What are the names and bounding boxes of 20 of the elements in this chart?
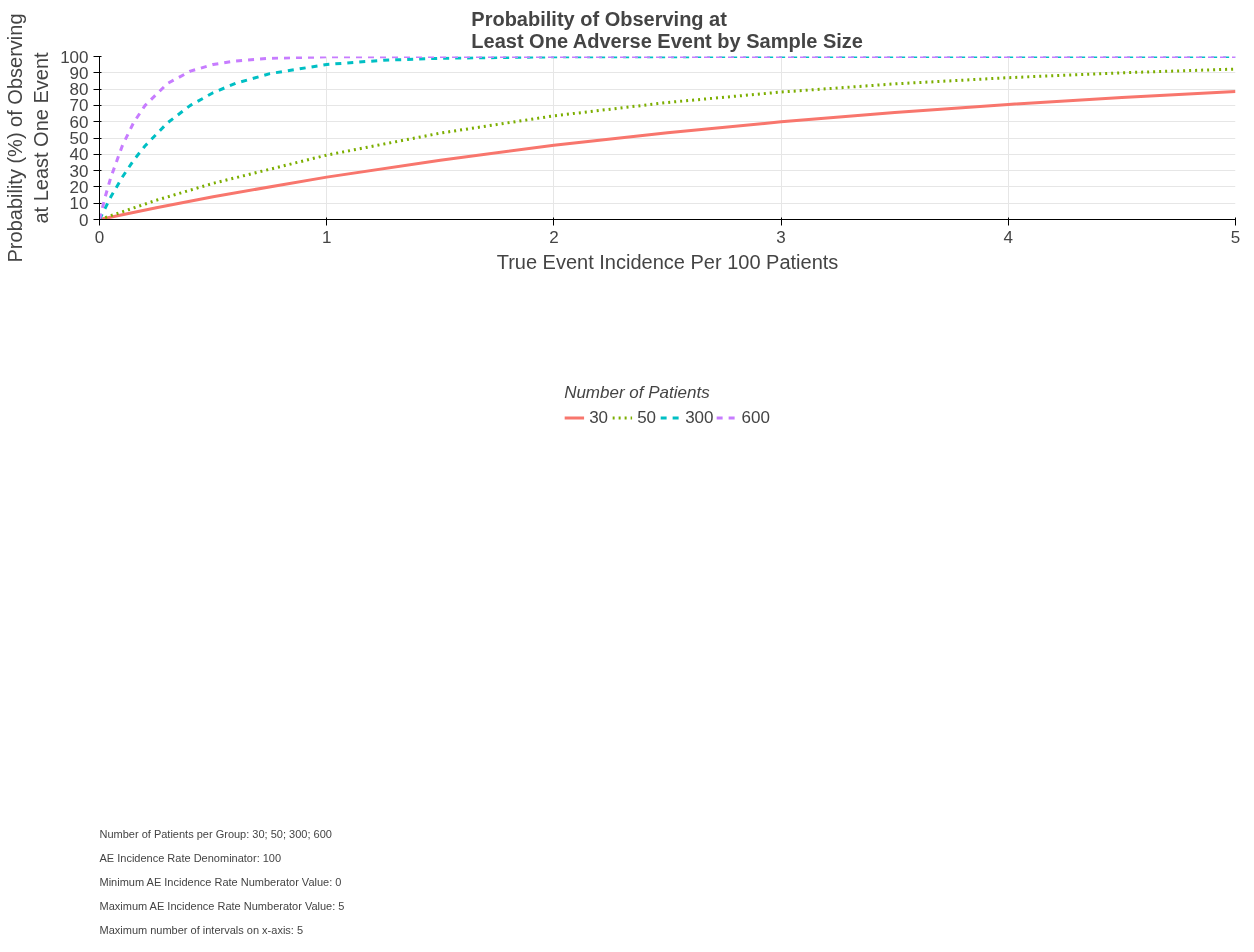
text: AE Incidence Rate Denominator: 100 <box>99 851 282 864</box>
y-tick-label: 50 <box>69 129 89 148</box>
text: Number of Patients per Group: 30; 50; 300; 600 <box>99 827 332 840</box>
x-tick-label: 2 <box>549 227 559 247</box>
x-tick-label: 5 <box>1230 227 1241 247</box>
x-tick-label: 3 <box>776 227 786 247</box>
text: Minimum AE Incidence Rate Numberator Value: 0 <box>99 875 342 888</box>
chart-title: Probability of Observing at Least One Adverse Event by Sample Size <box>471 7 863 52</box>
x-axis-title: True Event Incidence Per 100 Patients <box>496 250 839 273</box>
legend-label: 300 <box>685 407 714 428</box>
x-tick-label: 0 <box>94 227 105 247</box>
legend-title: Number of Patients <box>564 382 711 403</box>
legend-label: 600 <box>741 407 770 428</box>
legend-label: 30 <box>589 407 610 428</box>
text: Maximum AE Incidence Rate Numberator Value: 5 <box>99 899 345 912</box>
text: Maximum number of intervals on x-axis: 5 <box>99 923 304 936</box>
legend-label: 50 <box>637 407 658 428</box>
x-tick-label: 4 <box>1003 227 1014 247</box>
x-tick-label: 1 <box>321 227 332 247</box>
y-axis-title: Probability (%) of Observing at Least One Event <box>3 13 53 263</box>
